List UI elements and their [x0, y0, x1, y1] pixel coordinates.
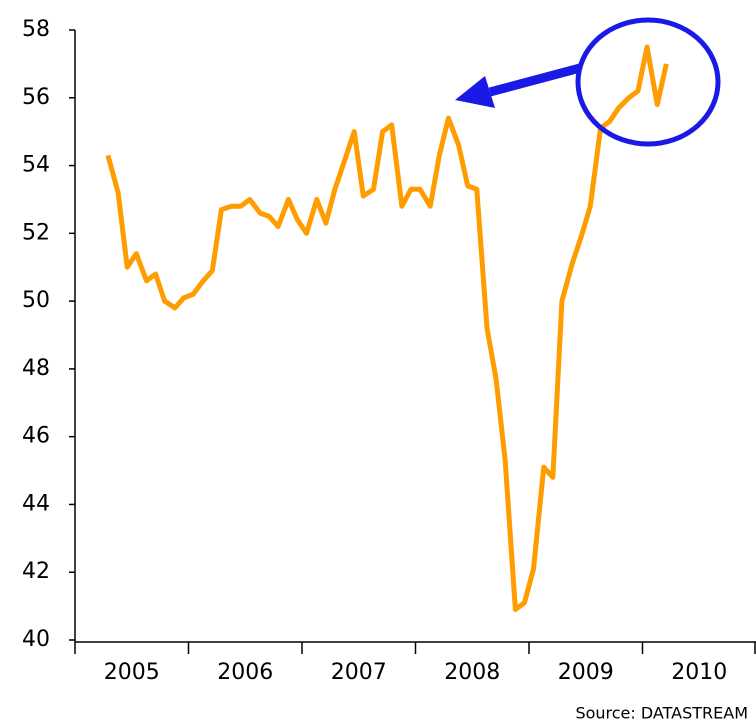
arrow-shaft: [488, 63, 582, 97]
x-tick-label: 2008: [444, 660, 500, 685]
y-tick-label: 50: [22, 288, 50, 313]
data-line: [105, 44, 669, 612]
y-tick-label: 48: [22, 356, 50, 381]
source-note: Source: DATASTREAM: [575, 704, 748, 723]
x-tick-label: 2007: [331, 660, 387, 685]
y-tick-label: 52: [22, 220, 50, 245]
plot-area: 40 42 44 46 48 50 52 54 56 58 2005 2006 2007 2008 2009…: [22, 17, 756, 685]
y-tick-label: 54: [22, 153, 50, 178]
y-tick-label: 42: [22, 559, 50, 584]
highlight-circle: [575, 17, 721, 147]
x-tick-label: 2009: [558, 660, 614, 685]
y-tick-label: 46: [22, 424, 50, 449]
y-tick-label: 44: [22, 491, 50, 516]
y-tick-label: 56: [22, 85, 50, 110]
y-tick-label: 58: [22, 17, 50, 42]
x-tick-label: 2005: [104, 660, 160, 685]
y-tick-label: 40: [22, 627, 50, 652]
arrow-head: [455, 76, 495, 108]
x-tick-label: 2010: [671, 660, 727, 685]
x-tick-label: 2006: [217, 660, 273, 685]
